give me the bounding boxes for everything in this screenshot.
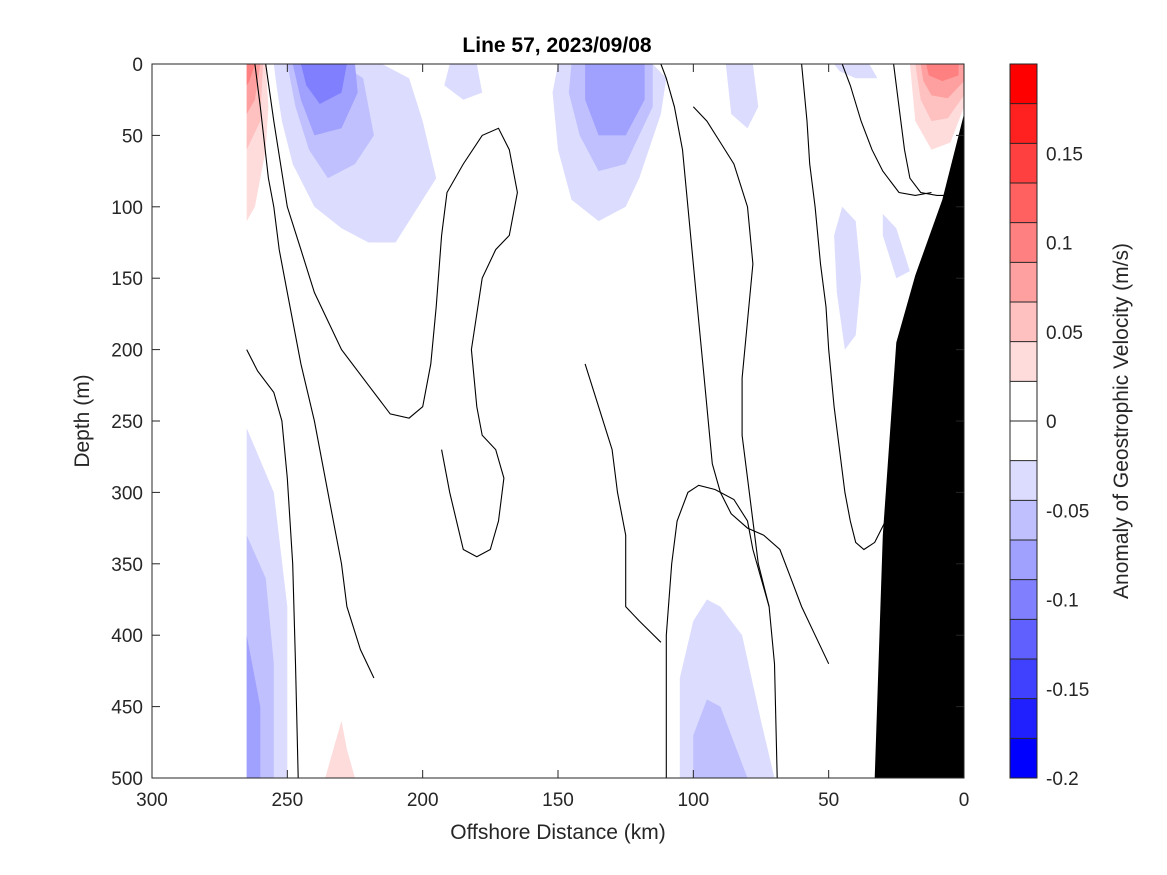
x-tick-label: 300 — [136, 790, 168, 811]
colorbar-tick-label: 0.05 — [1046, 323, 1083, 344]
chart-title: Line 57, 2023/09/08 — [462, 34, 651, 57]
x-tick-label: 100 — [677, 790, 709, 811]
anomaly-region-22 — [834, 206, 862, 350]
colorbar-bin — [1010, 659, 1037, 699]
colorbar-bin — [1010, 262, 1037, 303]
anomaly-region-8 — [300, 64, 347, 104]
zero-contour-7 — [841, 64, 932, 196]
anomaly-region-21 — [677, 128, 761, 407]
y-tick-label: 200 — [111, 341, 143, 362]
anomaly-region-19 — [926, 64, 959, 82]
anomaly-region-27 — [309, 499, 437, 778]
x-tick-label: 50 — [818, 790, 839, 811]
anomaly-region-29 — [558, 471, 672, 778]
anomaly-region-31 — [693, 699, 748, 778]
colorbar-bin — [1010, 222, 1037, 263]
anomaly-region-26 — [246, 635, 261, 778]
colorbar-tick-label: -0.1 — [1046, 591, 1079, 612]
zero-contour-1 — [265, 64, 518, 558]
seafloor-bathymetry — [874, 114, 964, 778]
colorbar-bin — [1010, 103, 1037, 144]
x-tick-label: 200 — [407, 790, 439, 811]
colorbar-tick-label: 0.15 — [1046, 144, 1083, 165]
colorbar-tick-label: 0.1 — [1046, 234, 1072, 255]
y-tick-label: 400 — [111, 626, 143, 647]
colorbar: 0.15 0.1 0.05 0 -0.05 -0.1 -0.15 -0.2 — [1009, 63, 1089, 790]
y-tick-label: 500 — [111, 769, 143, 790]
y-axis: 0 50 100 150 200 250 300 350 400 450 500 — [111, 55, 964, 790]
zero-contour-2 — [584, 363, 662, 643]
y-tick-label: 300 — [111, 483, 143, 504]
colorbar-bin — [1010, 698, 1037, 739]
x-axis: 300 250 200 150 100 50 0 — [136, 64, 969, 811]
colorbar-tick-label: -0.05 — [1046, 501, 1089, 522]
zero-contour-8 — [893, 64, 948, 196]
anomaly-region-14 — [834, 64, 878, 79]
zero-contour-3 — [660, 64, 830, 665]
x-tick-label: 150 — [542, 790, 574, 811]
plot-area-background — [152, 64, 964, 778]
y-tick-label: 350 — [111, 555, 143, 576]
colorbar-bin — [1010, 421, 1037, 461]
colorbar-bin — [1010, 183, 1037, 223]
colorbar-tick-label: 0 — [1046, 412, 1057, 433]
y-tick-label: 250 — [111, 412, 143, 433]
anomaly-region-32 — [828, 649, 872, 778]
zero-contour-9 — [246, 349, 299, 778]
colorbar-bin — [1010, 460, 1037, 501]
anomaly-region-4 — [246, 64, 255, 86]
colorbar-bin — [1010, 738, 1037, 779]
colorbar-bin — [1010, 619, 1037, 660]
y-tick-label: 50 — [122, 126, 143, 147]
colorbar-bin — [1010, 64, 1037, 104]
x-tick-label: 250 — [271, 790, 303, 811]
y-tick-label: 450 — [111, 698, 143, 719]
colorbar-bin — [1010, 143, 1037, 184]
colorbar-bin — [1010, 500, 1037, 541]
zero-contour-lines — [246, 64, 948, 778]
y-tick-label: 0 — [132, 55, 143, 76]
anomaly-region-12 — [444, 64, 483, 100]
seafloor-shape — [874, 114, 964, 778]
colorbar-tick-label: -0.2 — [1046, 769, 1079, 790]
colorbar-tick-label: -0.15 — [1046, 680, 1089, 701]
zero-contour-0 — [254, 64, 375, 679]
colorbar-label: Anomaly of Geostrophic Velocity (m/s) — [1110, 243, 1133, 599]
colorbar-bin — [1010, 540, 1037, 580]
colorbar-bin — [1010, 302, 1037, 342]
velocity-anomaly-fill — [246, 64, 964, 778]
y-axis-label: Depth (m) — [71, 374, 94, 467]
colorbar-bin — [1010, 341, 1037, 382]
anomaly-region-20 — [815, 85, 835, 122]
colorbar-bin — [1010, 579, 1037, 620]
anomaly-region-13 — [725, 64, 759, 129]
colorbar-bin — [1010, 381, 1037, 422]
zero-contour-5 — [665, 484, 770, 778]
y-tick-label: 150 — [111, 269, 143, 290]
y-tick-label: 100 — [111, 198, 143, 219]
anomaly-region-11 — [585, 64, 645, 136]
anomaly-region-28 — [325, 720, 355, 778]
x-axis-label: Offshore Distance (km) — [450, 821, 666, 844]
anomaly-region-23 — [882, 213, 910, 279]
colorbar-frame — [1009, 63, 1038, 779]
x-tick-label: 0 — [959, 790, 970, 811]
